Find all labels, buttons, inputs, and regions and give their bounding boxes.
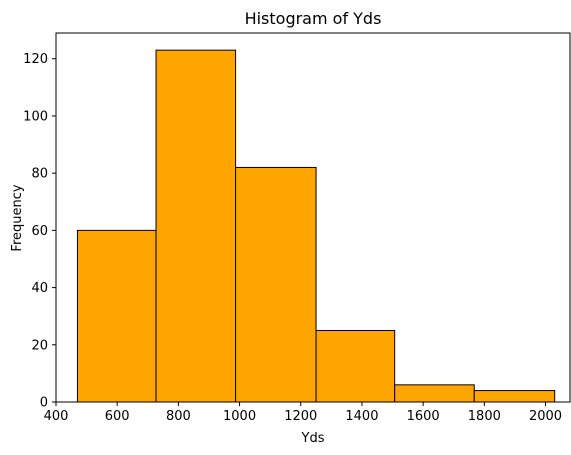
histogram-bar (473, 390, 556, 403)
x-tick-label: 1800 (468, 409, 501, 424)
y-axis-ticks: 0 20 40 60 80 100 120 (23, 52, 56, 411)
y-tick-label: 0 (40, 396, 48, 411)
y-tick-label: 80 (31, 167, 48, 182)
x-tick-label: 1600 (407, 409, 440, 424)
y-tick-label: 120 (23, 52, 48, 67)
x-tick-label: 600 (105, 409, 130, 424)
histogram-bar (394, 384, 475, 403)
histogram-bar (155, 49, 237, 403)
histogram-bar (315, 329, 396, 403)
chart-title: Histogram of Yds (245, 9, 382, 28)
x-tick-label: 1000 (223, 409, 256, 424)
x-tick-label: 1400 (345, 409, 378, 424)
y-tick-label: 20 (31, 338, 48, 353)
x-tick-label: 800 (166, 409, 191, 424)
x-tick-label: 1200 (284, 409, 317, 424)
y-tick-label: 40 (31, 281, 48, 296)
histogram-bar (235, 166, 317, 403)
plot-frame (55, 32, 571, 403)
y-tick-label: 60 (31, 224, 48, 239)
bars-group (76, 49, 556, 403)
x-tick-label: 2000 (529, 409, 562, 424)
x-tick-label: 400 (44, 409, 69, 424)
x-axis-ticks: 400 600 800 1000 1200 1400 1600 1800 2000 (44, 402, 562, 424)
histogram-bar (76, 229, 157, 403)
x-axis-title: Yds (301, 431, 325, 446)
y-axis-title: Frequency (10, 184, 25, 251)
y-tick-label: 100 (23, 109, 48, 124)
